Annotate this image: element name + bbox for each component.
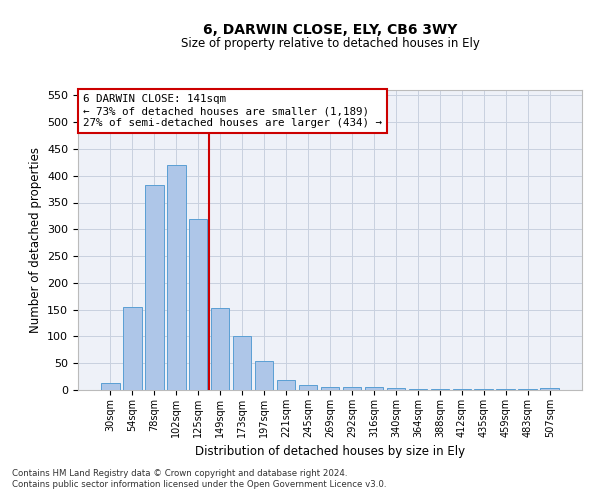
- Bar: [211, 308, 229, 390]
- Bar: [189, 218, 208, 390]
- Text: Contains HM Land Registry data © Crown copyright and database right 2024.: Contains HM Land Registry data © Crown c…: [12, 468, 347, 477]
- Bar: [452, 389, 471, 390]
- X-axis label: Distribution of detached houses by size in Ely: Distribution of detached houses by size …: [195, 446, 465, 458]
- Bar: [145, 186, 164, 390]
- Bar: [233, 336, 251, 390]
- Bar: [343, 388, 361, 390]
- Text: 6 DARWIN CLOSE: 141sqm
← 73% of detached houses are smaller (1,189)
27% of semi-: 6 DARWIN CLOSE: 141sqm ← 73% of detached…: [83, 94, 382, 128]
- Bar: [320, 388, 340, 390]
- Text: 6, DARWIN CLOSE, ELY, CB6 3WY: 6, DARWIN CLOSE, ELY, CB6 3WY: [203, 22, 457, 36]
- Y-axis label: Number of detached properties: Number of detached properties: [29, 147, 41, 333]
- Text: Size of property relative to detached houses in Ely: Size of property relative to detached ho…: [181, 38, 479, 51]
- Bar: [277, 380, 295, 390]
- Bar: [123, 307, 142, 390]
- Text: Contains public sector information licensed under the Open Government Licence v3: Contains public sector information licen…: [12, 480, 386, 489]
- Bar: [409, 389, 427, 390]
- Bar: [365, 388, 383, 390]
- Bar: [167, 165, 185, 390]
- Bar: [475, 389, 493, 390]
- Bar: [299, 384, 317, 390]
- Bar: [101, 383, 119, 390]
- Bar: [386, 388, 405, 390]
- Bar: [431, 389, 449, 390]
- Bar: [496, 389, 515, 390]
- Bar: [255, 360, 274, 390]
- Bar: [518, 389, 537, 390]
- Bar: [541, 388, 559, 390]
